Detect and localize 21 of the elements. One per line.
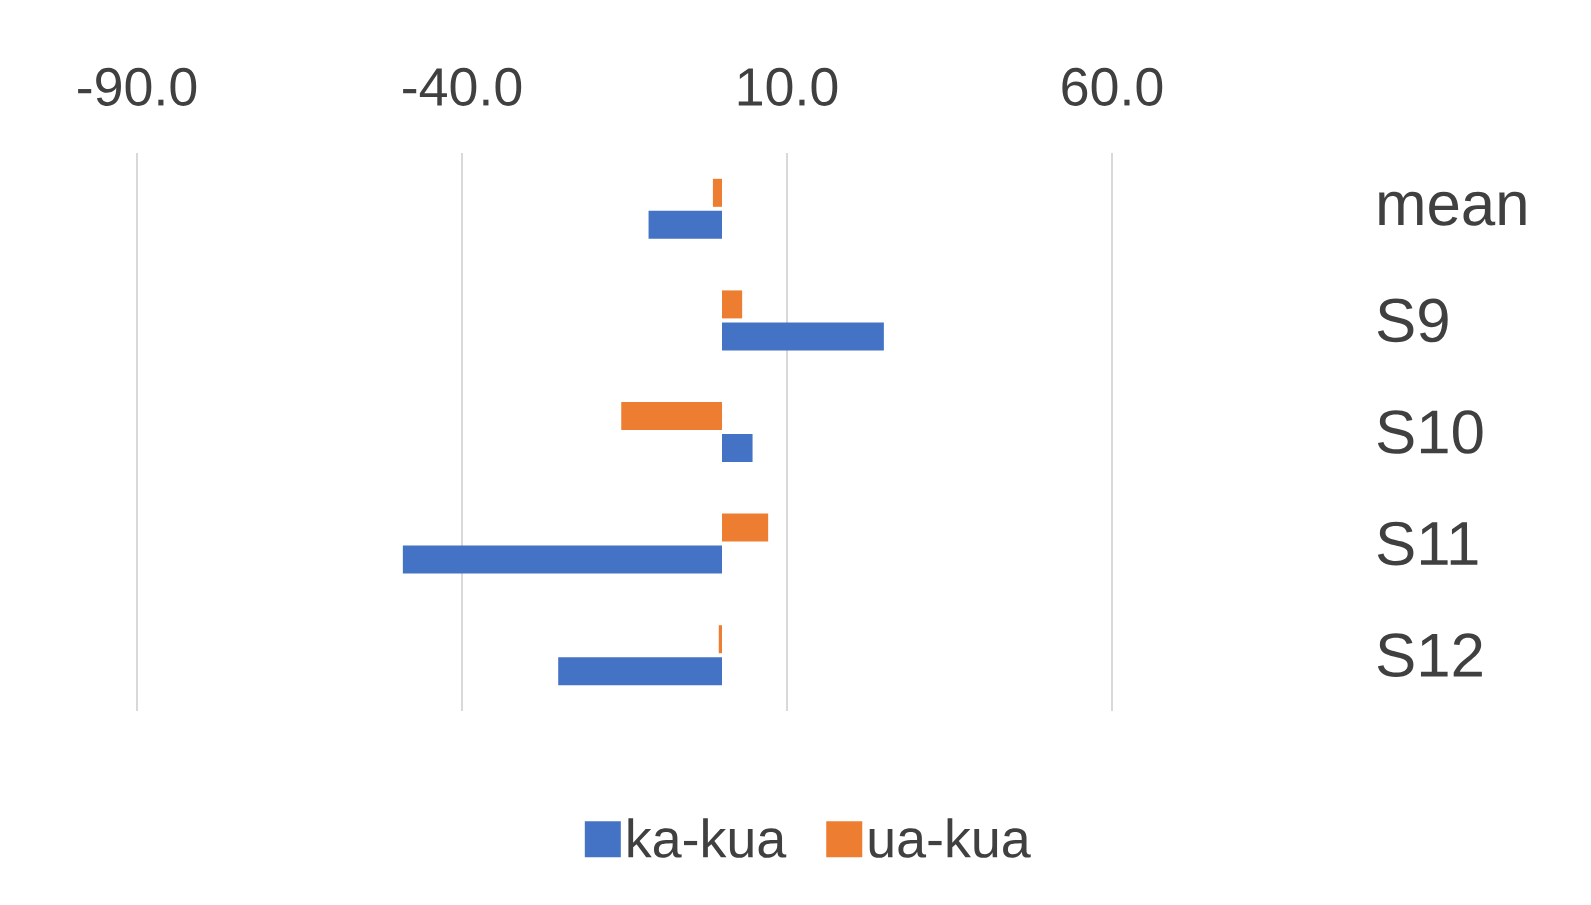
bar	[722, 290, 743, 319]
y-tick-label: S9	[1377, 298, 1448, 343]
bar	[718, 625, 723, 654]
bar	[402, 545, 723, 574]
y-tick-label: mean	[1379, 191, 1526, 226]
legend-label: ka-kua	[628, 818, 787, 858]
bar	[621, 402, 723, 431]
bar	[712, 178, 723, 207]
y-tick-label: S11	[1377, 521, 1478, 566]
bar	[648, 210, 723, 239]
y-tick-label: S10	[1377, 410, 1483, 454]
bar	[722, 434, 753, 462]
bar	[722, 322, 884, 351]
legend-label: ua-kua	[869, 818, 1031, 858]
x-tick-label: -90.0	[78, 67, 197, 106]
y-tick-label: S12	[1377, 633, 1482, 678]
bar	[722, 513, 769, 542]
x-tick-label: -40.0	[403, 67, 522, 106]
x-tick-label: 60.0	[1062, 67, 1163, 106]
bar	[558, 657, 723, 686]
x-tick-label: 10.0	[738, 67, 838, 106]
